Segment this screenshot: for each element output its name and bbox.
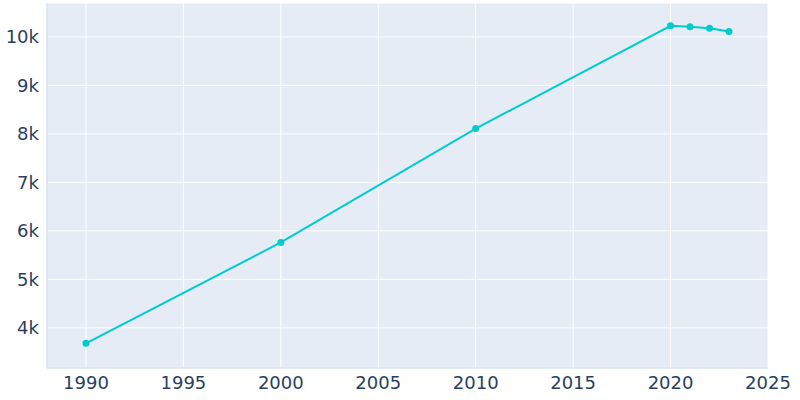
svg-text:8k: 8k [17,123,39,144]
svg-text:2015: 2015 [550,372,596,393]
svg-text:2020: 2020 [648,372,694,393]
svg-text:2005: 2005 [355,372,401,393]
svg-text:9k: 9k [17,75,39,96]
svg-text:1995: 1995 [160,372,206,393]
svg-text:2025: 2025 [745,372,791,393]
svg-text:4k: 4k [17,317,39,338]
svg-text:5k: 5k [17,269,39,290]
svg-text:6k: 6k [17,220,39,241]
svg-text:1990: 1990 [63,372,109,393]
svg-text:10k: 10k [8,26,40,47]
svg-text:2010: 2010 [453,372,499,393]
svg-text:2000: 2000 [258,372,304,393]
svg-text:7k: 7k [17,172,39,193]
